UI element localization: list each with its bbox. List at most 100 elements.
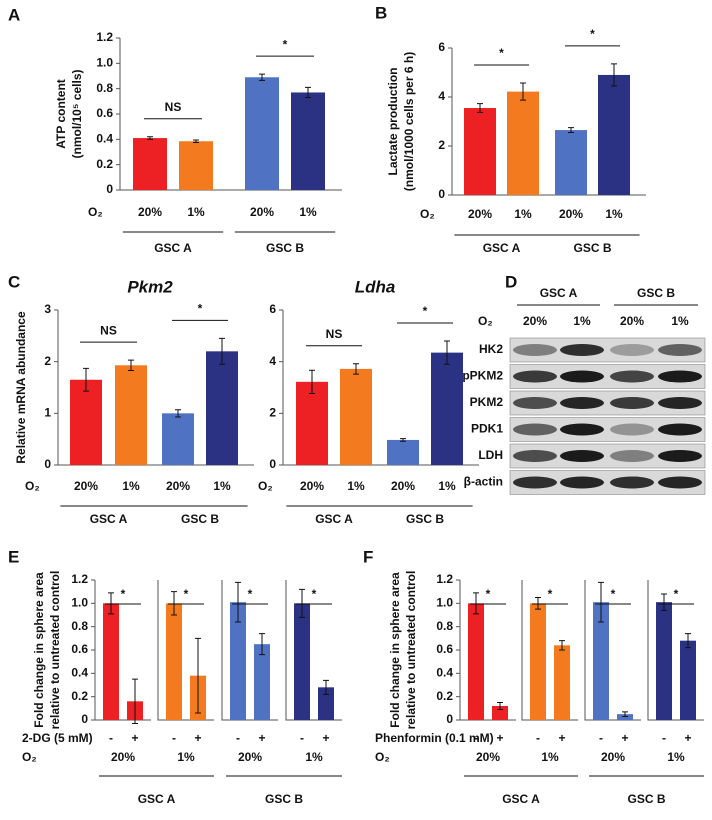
error-bar (400, 438, 406, 442)
blot-band (610, 370, 654, 383)
group-label: GSC A (315, 512, 353, 526)
condition-label: 20% (523, 314, 547, 328)
significance-label: * (248, 587, 253, 601)
condition-label: 20% (476, 750, 500, 764)
x-tick-label: 20% (468, 207, 492, 221)
treatment-label: Phenformin (0.1 mM) (375, 731, 494, 745)
y-tick-label: 0.2 (71, 689, 88, 703)
bar (291, 92, 325, 190)
y-tick-label: 0.2 (436, 689, 453, 703)
x-tick-label: + (131, 731, 138, 745)
y-tick-label: 0 (106, 182, 113, 196)
y-axis-label: (nmol/10⁵ cells) (70, 69, 84, 158)
blot-band (513, 397, 557, 409)
x-tick-label: - (109, 731, 113, 745)
error-bar (477, 103, 483, 113)
blot-band (658, 450, 702, 462)
bar (206, 351, 238, 465)
treatment-label: 2-DG (5 mM) (22, 731, 93, 745)
y-tick-label: 1.2 (96, 30, 113, 44)
x-tick-label: 20% (559, 207, 583, 221)
bar (340, 368, 372, 465)
blot-band (560, 344, 604, 356)
panel-letter: B (375, 3, 387, 22)
error-bar (661, 593, 667, 611)
bar (555, 130, 587, 195)
chart-title: Pkm2 (127, 277, 173, 296)
panel-letter: E (8, 547, 19, 566)
y-tick-label: 0.2 (96, 157, 113, 171)
y-tick-label: 0.8 (71, 619, 88, 633)
error-bar (685, 633, 691, 649)
x-tick-label: 1% (187, 205, 205, 219)
bar (598, 74, 630, 195)
x-tick-label: + (684, 731, 691, 745)
x-tick-label: - (662, 731, 666, 745)
y-tick-label: 1 (44, 406, 51, 420)
y-tick-label: 2 (44, 354, 51, 368)
bar (617, 714, 633, 720)
bar (254, 644, 270, 720)
y-axis-label: ATP content (54, 79, 68, 149)
bar (431, 352, 463, 465)
bar (468, 603, 484, 720)
x-tick-label: + (558, 731, 565, 745)
group-label: GSC A (502, 792, 540, 806)
bar (133, 138, 167, 190)
significance-label: NS (165, 100, 182, 114)
x-tick-label: - (536, 731, 540, 745)
y-tick-label: 0.6 (436, 642, 453, 656)
x-tick-label: + (322, 731, 329, 745)
bar (166, 603, 182, 720)
significance-label: * (283, 37, 288, 51)
error-bar (193, 139, 199, 143)
x-tick-label: 20% (250, 205, 274, 219)
group-label: GSC B (573, 241, 611, 255)
error-bar (175, 409, 181, 418)
blot-band (560, 450, 604, 462)
bar (530, 603, 546, 720)
bar (680, 640, 696, 720)
error-bar (497, 702, 503, 710)
blot-band (560, 397, 604, 409)
condition-label: 20% (620, 314, 644, 328)
group-label: GSC B (406, 512, 444, 526)
o2-label: O₂ (258, 479, 273, 493)
o2-label: O₂ (420, 207, 435, 221)
x-tick-label: + (496, 731, 503, 745)
blot-band (658, 370, 702, 383)
blot-band (658, 397, 702, 409)
y-tick-label: 1.2 (436, 572, 453, 586)
x-tick-label: 20% (74, 479, 98, 493)
error-bar (611, 63, 617, 87)
error-bar (132, 678, 138, 724)
x-tick-label: 1% (122, 479, 140, 493)
bar (103, 603, 119, 720)
blot-band (610, 397, 654, 409)
bar (179, 141, 213, 190)
x-tick-label: - (300, 731, 304, 745)
group-label: GSC A (483, 241, 521, 255)
panel-letter: D (505, 272, 517, 291)
bar (162, 413, 194, 465)
bar (507, 91, 539, 195)
y-tick-label: 4 (269, 354, 276, 368)
blot-band (513, 450, 557, 462)
significance-label: * (499, 46, 504, 60)
blot-band (610, 423, 654, 436)
row-label: pPKM2 (462, 369, 503, 383)
error-bar (622, 711, 628, 717)
error-bar (309, 369, 315, 394)
bar (296, 381, 328, 465)
group-label: GSC B (181, 512, 219, 526)
panel-letter: C (8, 272, 20, 291)
bar (593, 602, 609, 720)
group-label: GSC B (266, 241, 304, 255)
y-tick-label: 0 (269, 457, 276, 471)
y-axis-label: Lactate production (386, 67, 400, 175)
x-tick-label: 1% (605, 207, 623, 221)
significance-label: NS (100, 323, 117, 337)
y-tick-label: 4 (438, 89, 445, 103)
error-bar (171, 591, 177, 616)
